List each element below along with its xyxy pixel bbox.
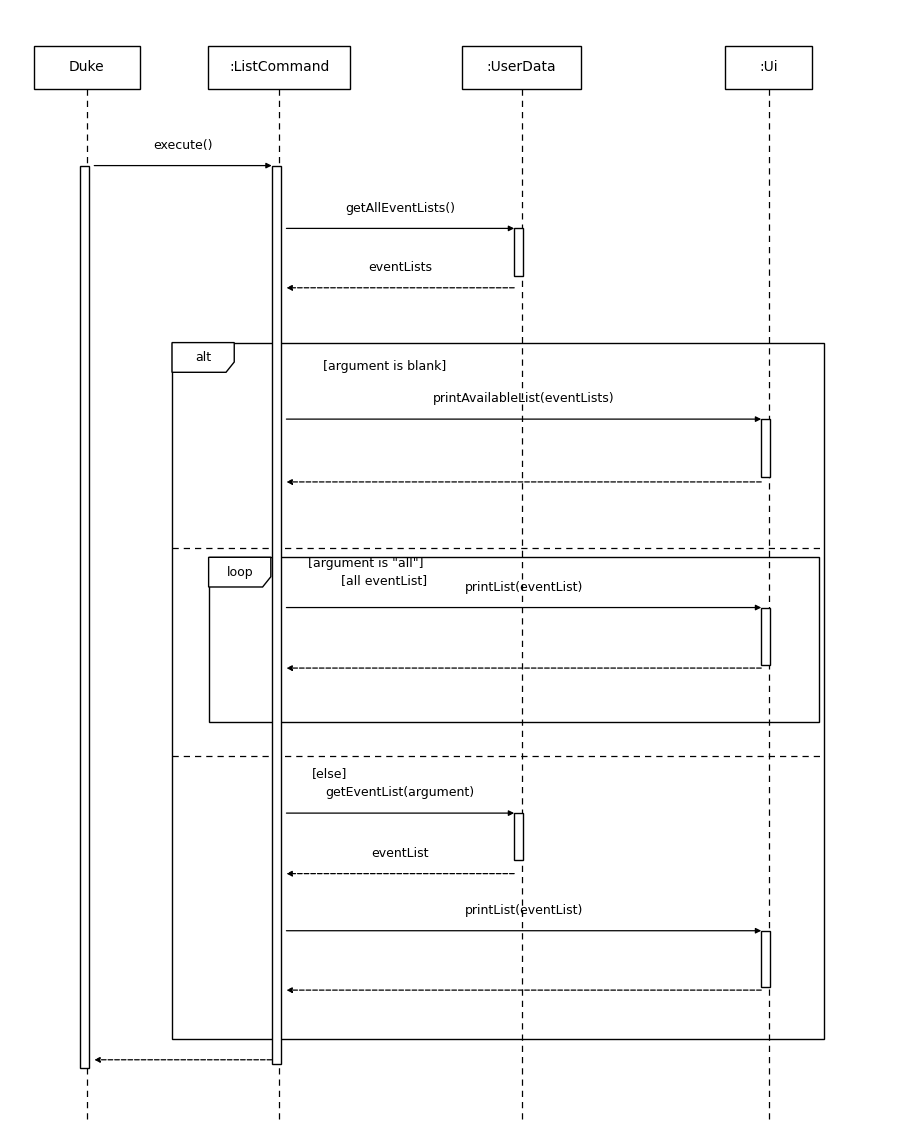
Bar <box>208 46 350 89</box>
Bar <box>725 46 812 89</box>
Polygon shape <box>172 343 234 372</box>
Text: [else]: [else] <box>312 766 347 780</box>
Bar <box>462 46 581 89</box>
Text: getEventList(argument): getEventList(argument) <box>326 787 475 799</box>
Text: :Ui: :Ui <box>759 61 778 74</box>
Bar <box>272 166 281 1064</box>
Bar <box>761 931 770 987</box>
Text: [argument is "all"]: [argument is "all"] <box>308 556 424 570</box>
Text: eventLists: eventLists <box>369 262 432 274</box>
Bar <box>172 343 824 1039</box>
Text: execute(): execute() <box>153 139 213 152</box>
Bar <box>209 557 819 722</box>
Bar <box>514 813 523 860</box>
Text: eventList: eventList <box>371 847 429 860</box>
Text: printAvailableList(eventLists): printAvailableList(eventLists) <box>433 393 615 405</box>
Text: alt: alt <box>195 351 211 364</box>
Text: printList(eventList): printList(eventList) <box>465 581 583 594</box>
Text: Duke: Duke <box>70 61 104 74</box>
Text: :ListCommand: :ListCommand <box>229 61 329 74</box>
Polygon shape <box>209 557 271 587</box>
Text: printList(eventList): printList(eventList) <box>465 904 583 917</box>
Text: [argument is blank]: [argument is blank] <box>323 360 446 373</box>
Bar <box>761 419 770 477</box>
Bar <box>80 166 89 1068</box>
Text: loop: loop <box>226 565 253 579</box>
Bar <box>761 608 770 665</box>
Text: getAllEventLists(): getAllEventLists() <box>345 202 456 215</box>
Text: :UserData: :UserData <box>487 61 556 74</box>
Bar <box>35 46 139 89</box>
Bar <box>514 228 523 276</box>
Text: [all eventList]: [all eventList] <box>341 573 427 587</box>
